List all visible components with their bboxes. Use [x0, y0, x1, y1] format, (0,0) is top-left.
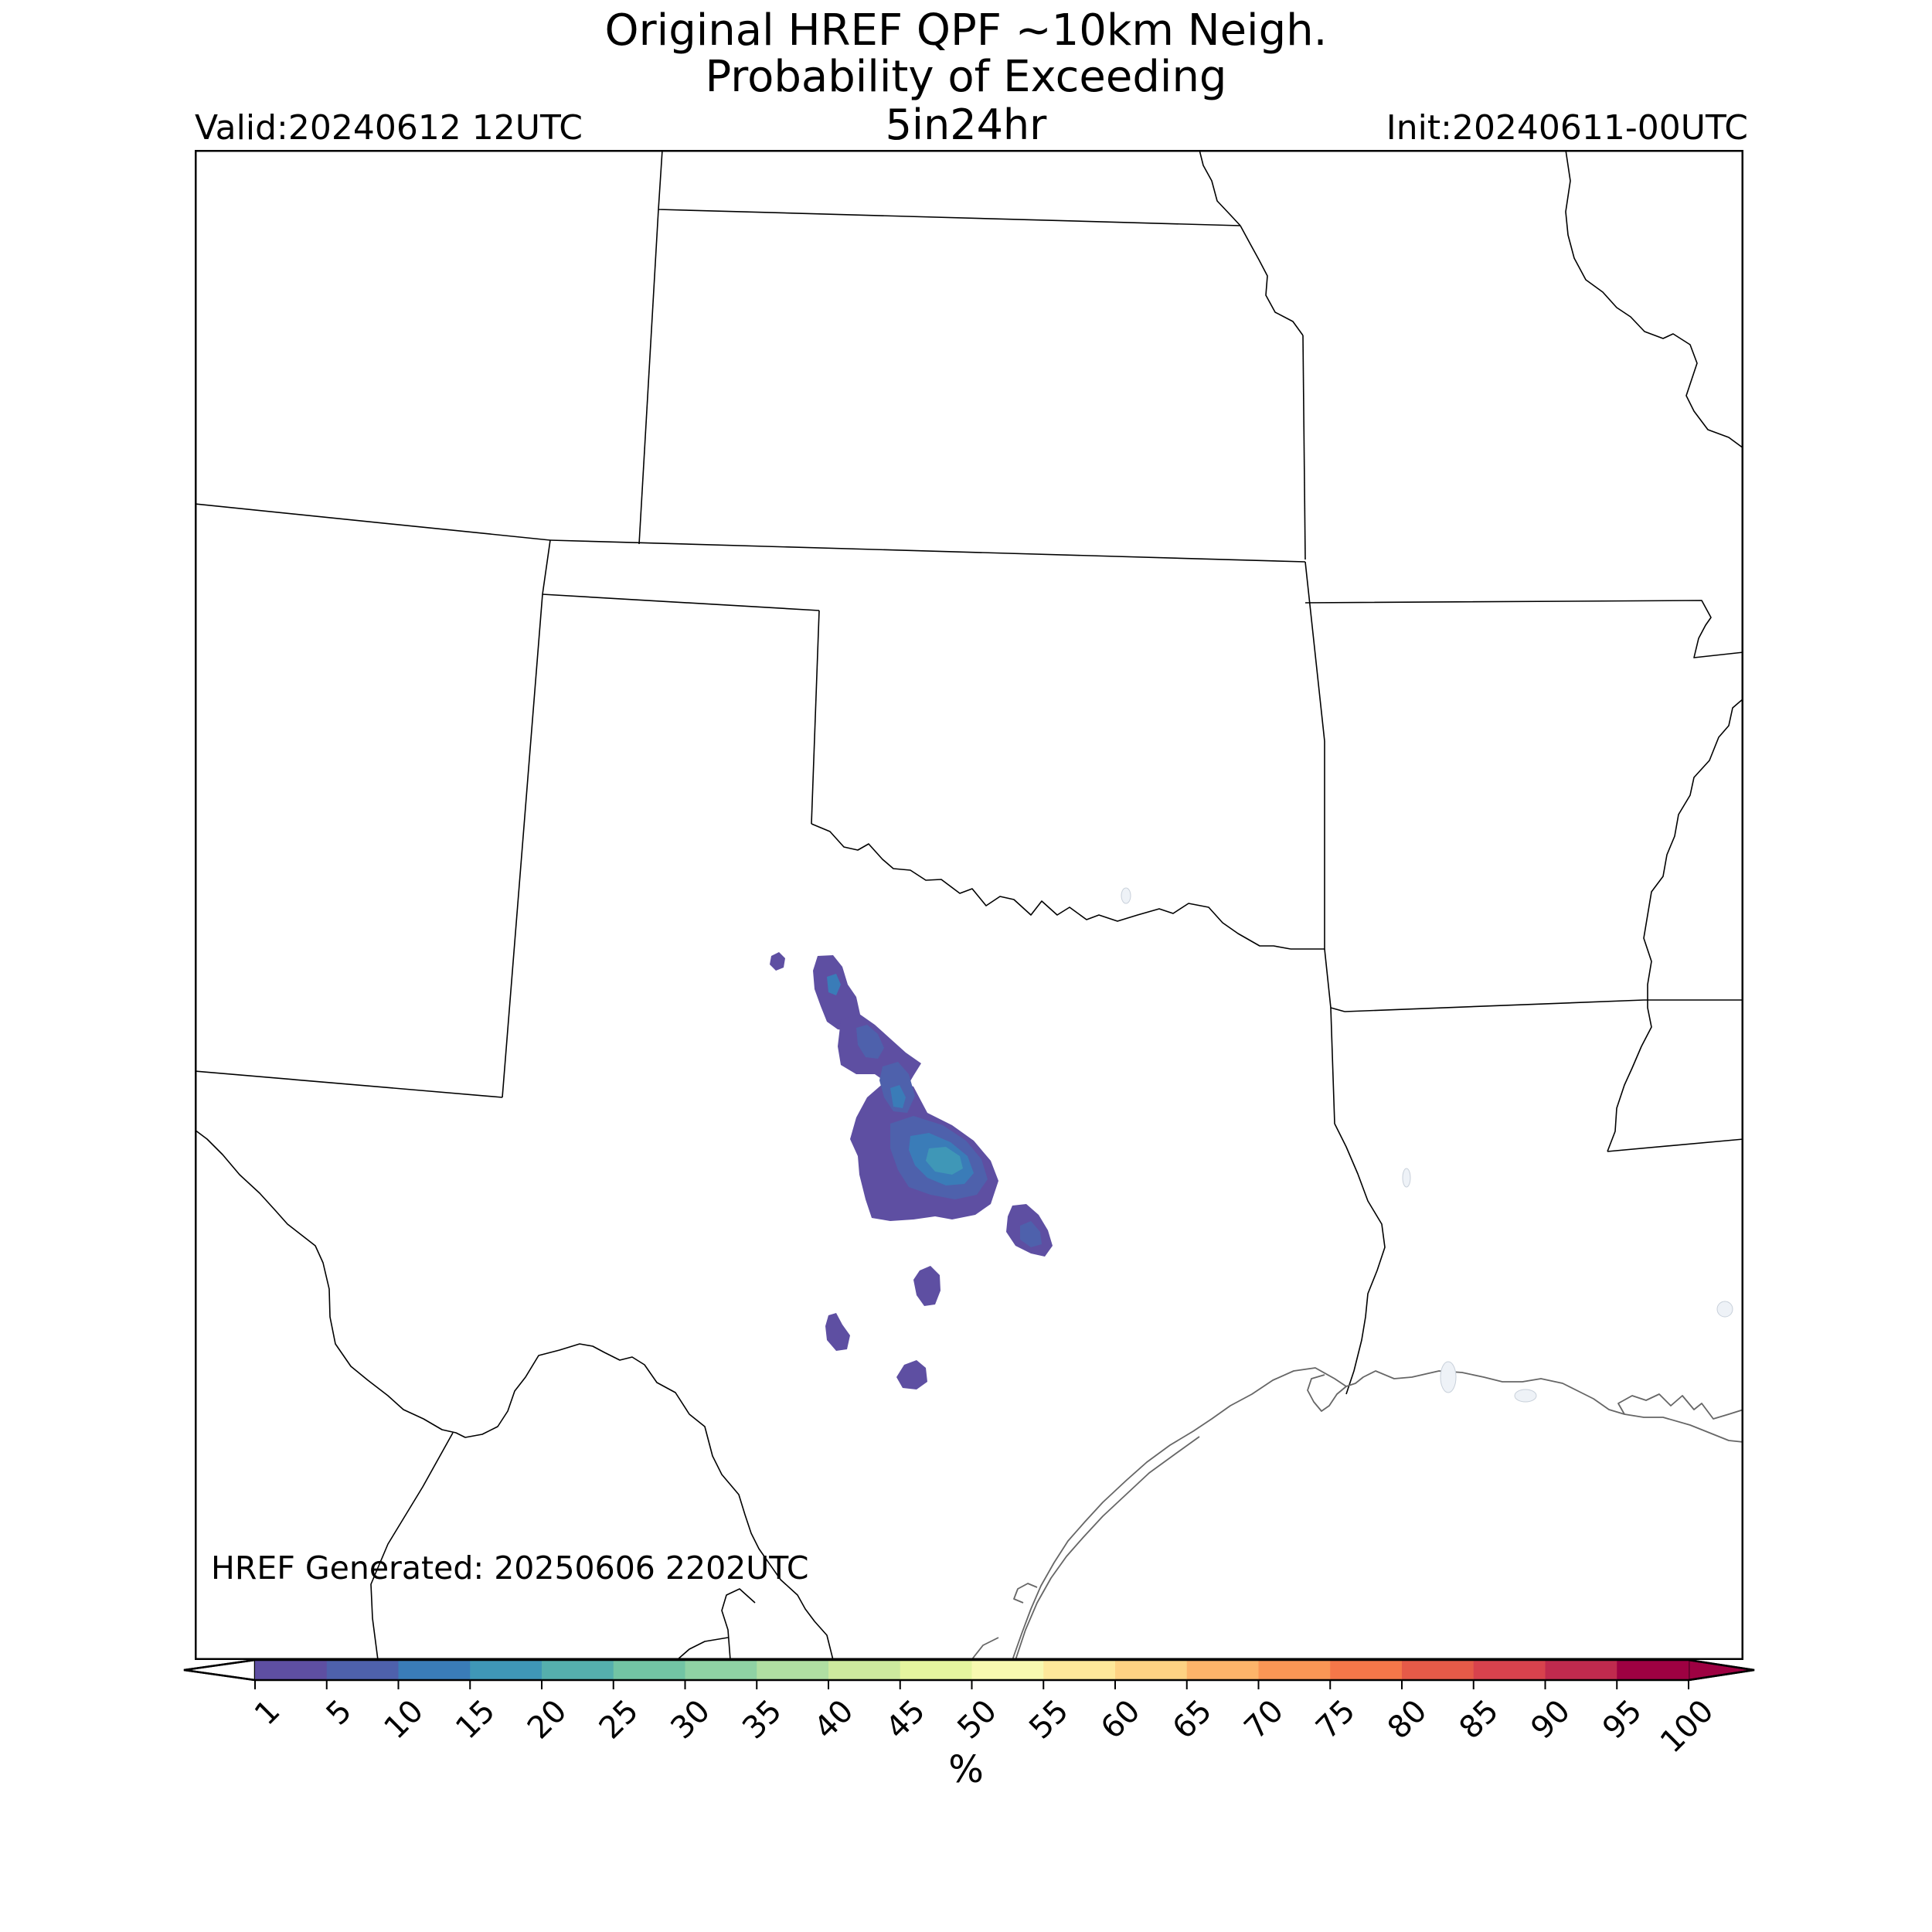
- blob-south-3: [896, 1360, 927, 1389]
- blob-p15-a: [926, 1147, 963, 1175]
- colorbar-box-80: [1402, 1660, 1475, 1680]
- valid-time-label: Valid:20240612 12UTC: [195, 108, 583, 148]
- colorbar-box-40: [828, 1660, 901, 1680]
- map-canvas: [195, 150, 1743, 1660]
- state-borders: [195, 150, 1743, 1660]
- border-mx-coah-nl: [721, 1588, 756, 1660]
- map-background: [195, 150, 1743, 1660]
- colorbar-tick-label-55: 55: [1022, 1693, 1076, 1747]
- generated-timestamp: HREF Generated: 20250606 2202UTC: [211, 1549, 809, 1587]
- border-tx-panhandle-east: [811, 610, 820, 825]
- colorbar-tick-label-70: 70: [1237, 1693, 1291, 1747]
- blob-p10-c: [827, 974, 841, 995]
- border-mississippi: [1607, 698, 1743, 1152]
- bay-corpus: [1013, 1583, 1038, 1604]
- border-ks-ok: [549, 539, 1306, 563]
- blob-south-2: [825, 1313, 850, 1351]
- colorbar-tick-label-95: 95: [1596, 1693, 1649, 1747]
- border-mo-ok-ar: [1304, 561, 1325, 742]
- border-tx-la-sabine: [1330, 1007, 1386, 1395]
- border-ne-mo-river: [1240, 225, 1304, 336]
- border-red-river: [811, 823, 1291, 950]
- colorbar-box-95: [1617, 1660, 1689, 1680]
- colorbar-box-15: [470, 1660, 543, 1680]
- colorbar-box-70: [1258, 1660, 1331, 1680]
- colorbar-box-1: [255, 1660, 328, 1680]
- colorbar-tick-label-80: 80: [1381, 1693, 1434, 1747]
- colorbar-tick-label-60: 60: [1094, 1693, 1148, 1747]
- colorbar-box-75: [1330, 1660, 1403, 1680]
- border-37n-west: [195, 503, 551, 541]
- colorbar-tick-label-5: 5: [320, 1693, 359, 1733]
- map-title-line-2: Probability of Exceeding: [705, 52, 1227, 102]
- colorbar-extend-min: [183, 1658, 257, 1682]
- colorbar-box-85: [1473, 1660, 1546, 1680]
- bay-galveston: [1307, 1374, 1347, 1412]
- inland-lakes: [1121, 887, 1733, 1403]
- louisiana-coast-inlets: [1617, 1393, 1743, 1420]
- colorbar-box-90: [1545, 1660, 1617, 1680]
- border-nm-tx-west: [502, 594, 543, 1098]
- init-time-label: Init:20240611-00UTC: [1386, 108, 1748, 148]
- colorbar-tick-label-45: 45: [879, 1693, 933, 1747]
- colorbar-box-25: [613, 1660, 686, 1680]
- colorbar-box-45: [900, 1660, 973, 1680]
- map-title-line-1: Original HREF QPF ~10km Neigh.: [604, 5, 1328, 56]
- border-mx-nl-tamps: [676, 1637, 729, 1660]
- coastline: [971, 1367, 1743, 1660]
- blob-p10-b: [890, 1085, 906, 1108]
- mexico-coast-south: [971, 1637, 999, 1660]
- colorbar-outline: [183, 1658, 1755, 1682]
- colorbar-extend-max: [1687, 1658, 1755, 1682]
- colorbar-tick-label-20: 20: [521, 1693, 574, 1747]
- colorbar-tick-label-15: 15: [449, 1693, 502, 1747]
- border-ia-mo: [1199, 150, 1241, 226]
- map-panel: HREF Generated: 20250606 2202UTC: [195, 150, 1743, 1660]
- border-nm-tx-north: [542, 594, 820, 611]
- border-az-nm-co: [542, 539, 551, 595]
- colorbar-box-50: [971, 1660, 1044, 1680]
- colorbar-box-65: [1186, 1660, 1260, 1680]
- border-az-nm-south: [195, 1070, 503, 1098]
- colorbar-tick-label-30: 30: [664, 1693, 717, 1747]
- border-co-ks: [638, 209, 659, 545]
- colorbar-box-60: [1115, 1660, 1188, 1680]
- colorbar-tick-label-85: 85: [1453, 1693, 1506, 1747]
- colorbar-tick-label-75: 75: [1309, 1693, 1362, 1747]
- colorbar-box-35: [757, 1660, 829, 1680]
- colorbar-box-30: [685, 1660, 757, 1680]
- colorbar-boxes: [183, 1658, 1755, 1682]
- border-mo-ar: [1304, 600, 1743, 658]
- probability-field: [770, 952, 1053, 1389]
- border-rio-grande: [195, 1129, 834, 1660]
- colorbar-tick-label-35: 35: [736, 1693, 789, 1747]
- colorbar-tick-label-40: 40: [808, 1693, 861, 1747]
- colorbar-tick-label-50: 50: [951, 1693, 1004, 1747]
- barrier-island: [1015, 1436, 1200, 1660]
- border-ill-mo: [1565, 150, 1743, 449]
- blob-dot: [770, 952, 785, 971]
- colorbar-tick-label-25: 25: [593, 1693, 646, 1747]
- blob-south-1: [913, 1266, 940, 1306]
- colorbar-box-10: [398, 1660, 471, 1680]
- border-ar-la: [1344, 999, 1645, 1012]
- colorbar-tick-label-65: 65: [1166, 1693, 1219, 1747]
- border-mx-chih-coah: [370, 1432, 454, 1660]
- colorbar-box-5: [326, 1660, 400, 1680]
- map-title-threshold: 5in24hr: [885, 100, 1047, 149]
- border-ks-mo: [1302, 335, 1306, 560]
- colorbar-unit-label: %: [948, 1748, 984, 1791]
- gulf-coast-texas: [1012, 1367, 1743, 1660]
- colorbar-tick-label-1: 1: [248, 1693, 287, 1733]
- colorbar-box-55: [1043, 1660, 1116, 1680]
- colorbar-box-20: [542, 1660, 614, 1680]
- blob-p5-d: [1020, 1221, 1042, 1247]
- blob-p5-a: [856, 1025, 884, 1059]
- border-la-ms: [1607, 1138, 1743, 1152]
- colorbar-tick-label-90: 90: [1524, 1693, 1577, 1747]
- colorbar-tick-label-10: 10: [377, 1693, 430, 1747]
